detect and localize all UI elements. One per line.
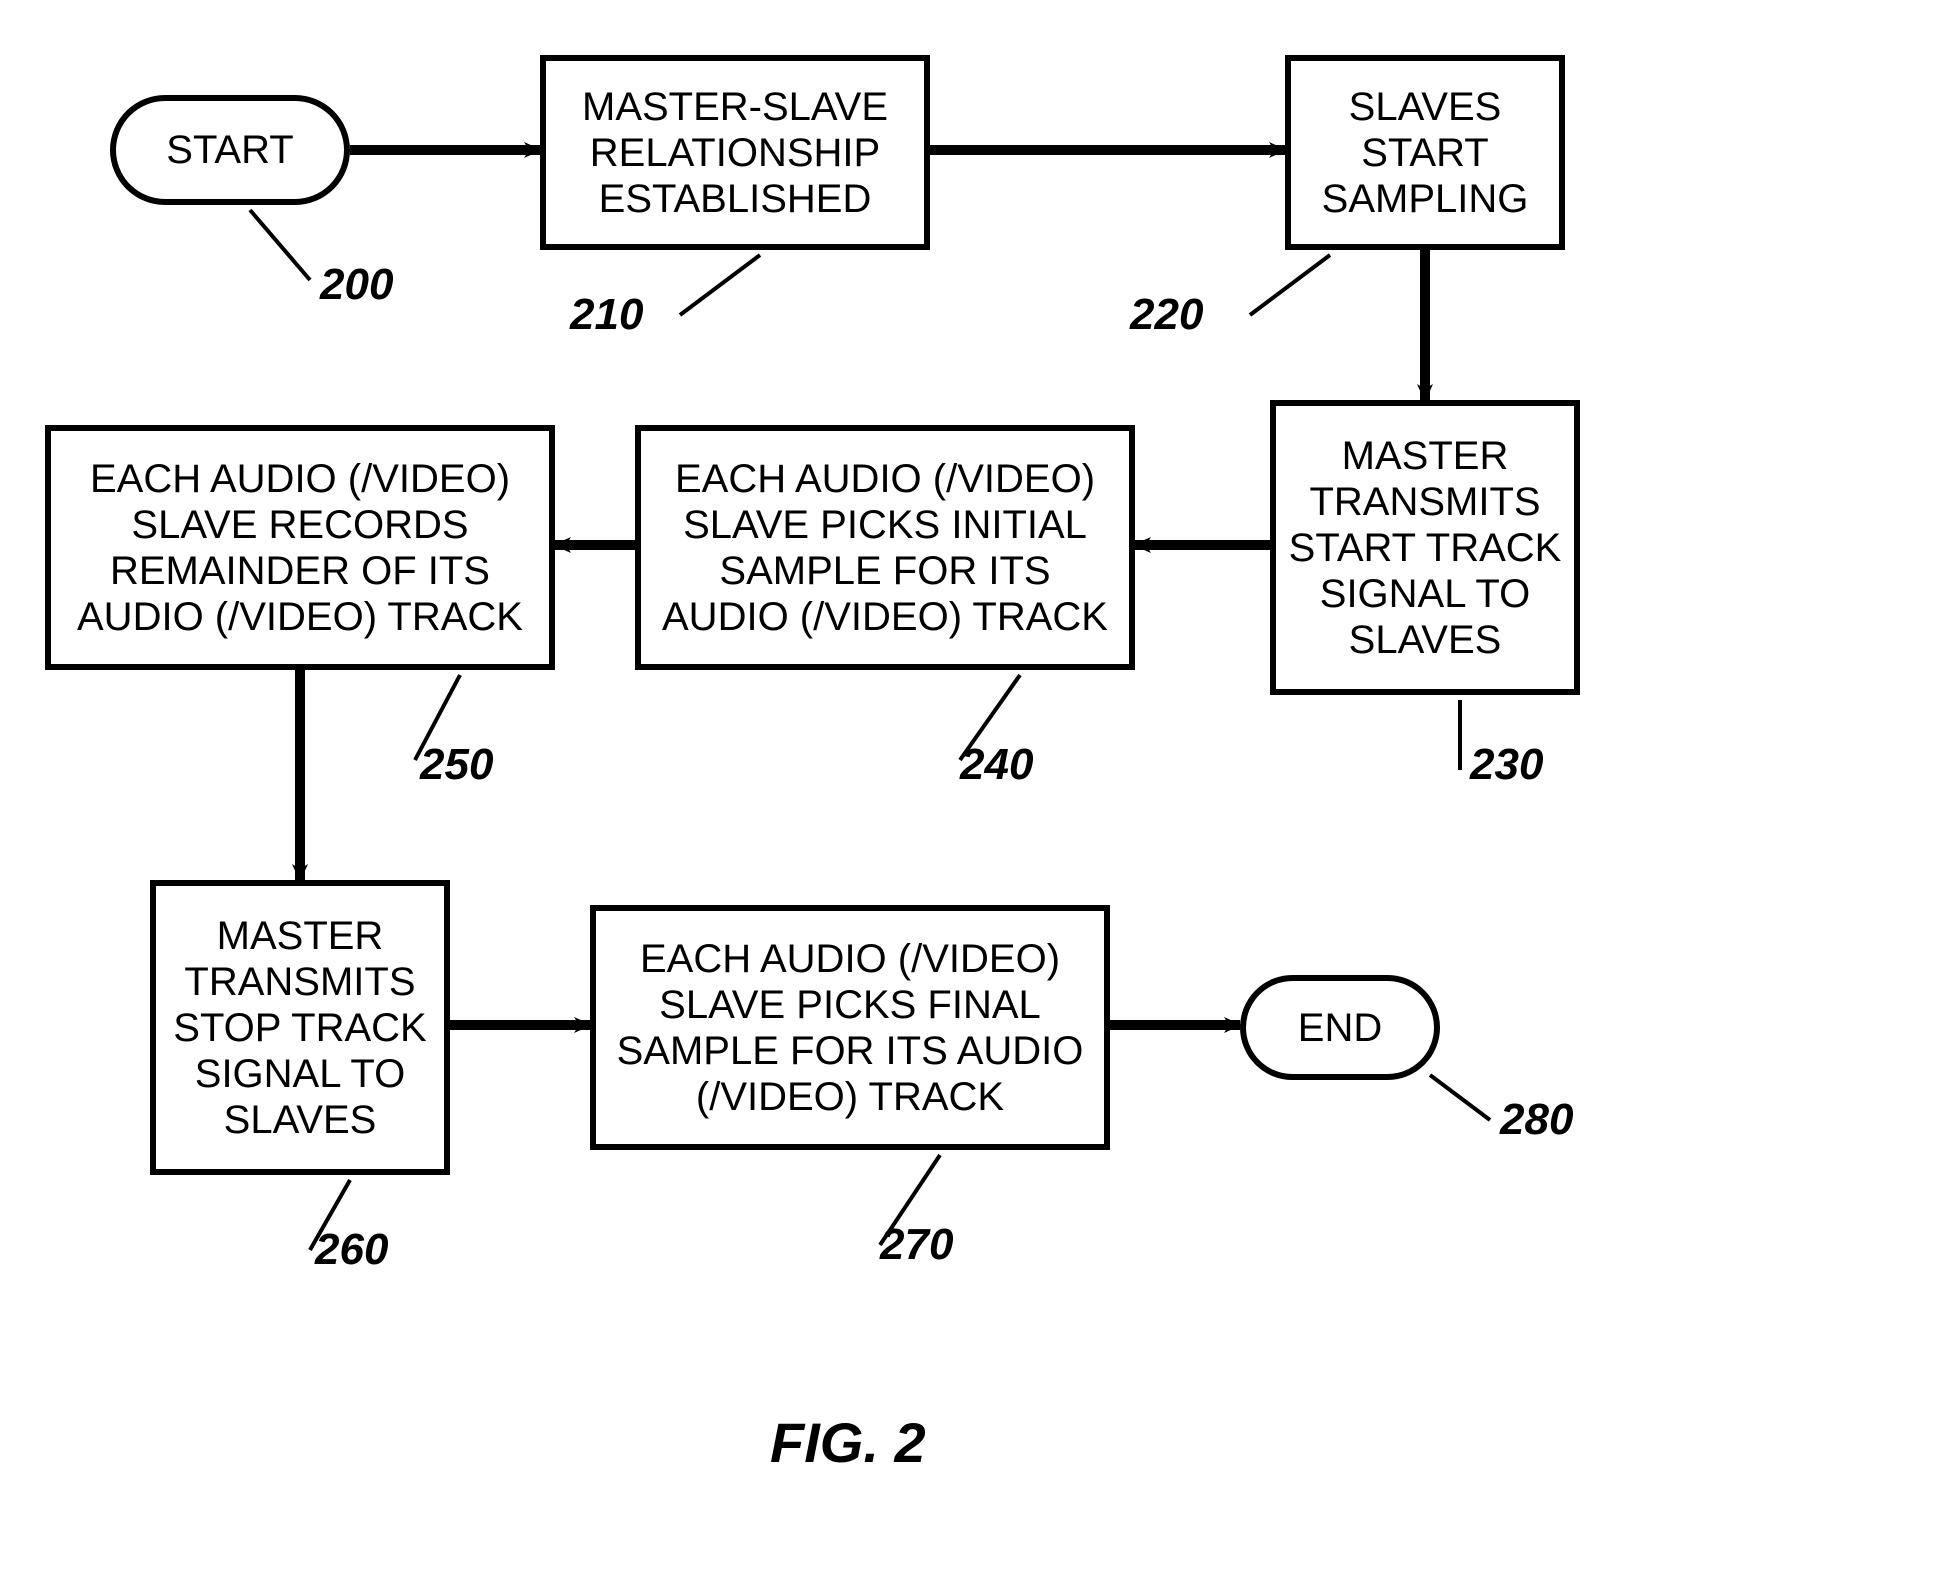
ref-240: 240: [960, 740, 1033, 790]
node-230-text: MASTERTRANSMITSSTART TRACKSIGNAL TOSLAVE…: [1289, 433, 1562, 663]
ref-250: 250: [420, 740, 493, 790]
figure-caption: FIG. 2: [770, 1410, 926, 1475]
node-end-text: END: [1298, 1005, 1382, 1051]
node-start-text: START: [166, 127, 293, 173]
node-250-text: EACH AUDIO (/VIDEO)SLAVE RECORDSREMAINDE…: [77, 456, 523, 640]
flowchart-canvas: START MASTER-SLAVERELATIONSHIPESTABLISHE…: [0, 0, 1948, 1581]
ref-230: 230: [1470, 740, 1543, 790]
node-270: EACH AUDIO (/VIDEO)SLAVE PICKS FINALSAMP…: [590, 905, 1110, 1150]
node-260: MASTERTRANSMITSSTOP TRACKSIGNAL TOSLAVES: [150, 880, 450, 1175]
node-260-text: MASTERTRANSMITSSTOP TRACKSIGNAL TOSLAVES: [173, 913, 426, 1143]
node-240-text: EACH AUDIO (/VIDEO)SLAVE PICKS INITIALSA…: [662, 456, 1108, 640]
node-210-text: MASTER-SLAVERELATIONSHIPESTABLISHED: [582, 84, 888, 222]
node-270-text: EACH AUDIO (/VIDEO)SLAVE PICKS FINALSAMP…: [617, 936, 1084, 1120]
ref-270: 270: [880, 1220, 953, 1270]
ref-200: 200: [320, 260, 393, 310]
node-240: EACH AUDIO (/VIDEO)SLAVE PICKS INITIALSA…: [635, 425, 1135, 670]
node-250: EACH AUDIO (/VIDEO)SLAVE RECORDSREMAINDE…: [45, 425, 555, 670]
ref-280: 280: [1500, 1095, 1573, 1145]
node-end: END: [1240, 975, 1440, 1080]
node-start: START: [110, 95, 350, 205]
ref-260: 260: [315, 1225, 388, 1275]
node-230: MASTERTRANSMITSSTART TRACKSIGNAL TOSLAVE…: [1270, 400, 1580, 695]
node-220: SLAVESSTARTSAMPLING: [1285, 55, 1565, 250]
ref-210: 210: [570, 290, 643, 340]
node-220-text: SLAVESSTARTSAMPLING: [1322, 84, 1529, 222]
node-210: MASTER-SLAVERELATIONSHIPESTABLISHED: [540, 55, 930, 250]
ref-220: 220: [1130, 290, 1203, 340]
arrows-layer: [0, 0, 1948, 1581]
